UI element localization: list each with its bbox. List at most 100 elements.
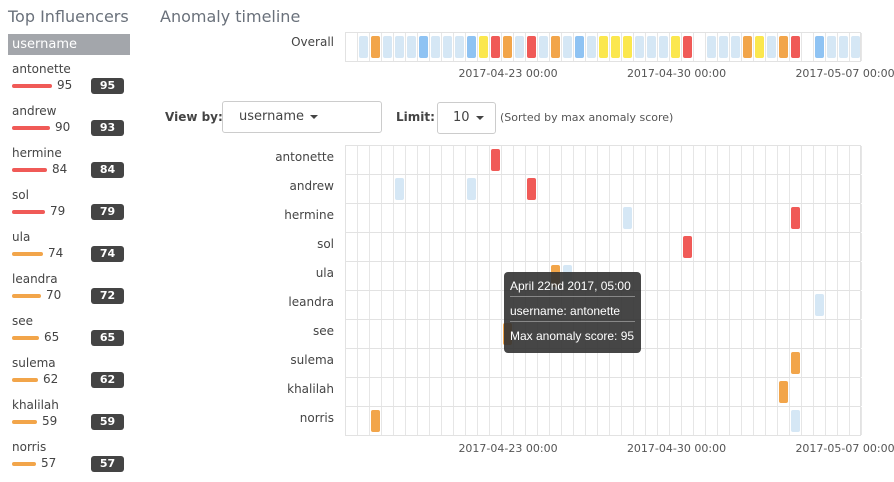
swimlane-cell[interactable]	[526, 33, 538, 61]
swimlane-cell[interactable]	[430, 33, 442, 61]
swimlane-cell[interactable]	[490, 204, 502, 232]
swimlane-cell[interactable]	[502, 146, 514, 174]
swimlane-cell[interactable]	[802, 33, 814, 61]
swimlane-cell[interactable]	[814, 175, 826, 203]
swimlane-cell[interactable]	[742, 233, 754, 261]
swimlane-cell[interactable]	[586, 349, 598, 377]
swimlane-cell[interactable]	[394, 407, 406, 435]
swimlane-cell[interactable]	[346, 291, 358, 319]
swimlane-cell[interactable]	[754, 204, 766, 232]
swimlane-cell[interactable]	[598, 378, 610, 406]
swimlane-cell[interactable]	[694, 262, 706, 290]
swimlane-cell[interactable]	[778, 175, 790, 203]
swimlane-cell[interactable]	[466, 291, 478, 319]
swimlane-cell[interactable]	[814, 204, 826, 232]
swimlane-cell[interactable]	[742, 291, 754, 319]
swimlane-row[interactable]	[345, 174, 862, 204]
swimlane-cell[interactable]	[346, 33, 358, 61]
swimlane-cell[interactable]	[574, 349, 586, 377]
swimlane-cell[interactable]	[358, 291, 370, 319]
swimlane-cell[interactable]	[562, 349, 574, 377]
swimlane-cell[interactable]	[346, 262, 358, 290]
swimlane-cell[interactable]	[574, 33, 586, 61]
swimlane-cell[interactable]	[550, 378, 562, 406]
swimlane-cell[interactable]	[634, 262, 646, 290]
swimlane-cell[interactable]	[478, 262, 490, 290]
swimlane-cell[interactable]	[574, 175, 586, 203]
swimlane-cell[interactable]	[430, 233, 442, 261]
swimlane-cell[interactable]	[646, 291, 658, 319]
swimlane-cell[interactable]	[670, 262, 682, 290]
swimlane-cell[interactable]	[346, 175, 358, 203]
influencer-item[interactable]: andrew 90 93	[12, 104, 127, 146]
swimlane-cell[interactable]	[358, 378, 370, 406]
swimlane-cell[interactable]	[382, 407, 394, 435]
swimlane-cell[interactable]	[514, 378, 526, 406]
swimlane-cell[interactable]	[622, 233, 634, 261]
swimlane-cell[interactable]	[514, 175, 526, 203]
influencer-item[interactable]: norris 57 57	[12, 440, 127, 482]
swimlane-cell[interactable]	[538, 146, 550, 174]
swimlane-cell[interactable]	[718, 146, 730, 174]
swimlane-cell[interactable]	[394, 33, 406, 61]
swimlane-cell[interactable]	[514, 233, 526, 261]
swimlane-cell[interactable]	[538, 233, 550, 261]
swimlane-cell[interactable]	[730, 320, 742, 348]
swimlane-cell[interactable]	[718, 175, 730, 203]
swimlane-cell[interactable]	[502, 175, 514, 203]
swimlane-cell[interactable]	[418, 349, 430, 377]
swimlane-cell[interactable]	[634, 407, 646, 435]
swimlane-cell[interactable]	[358, 146, 370, 174]
anomaly-marker-low[interactable]	[647, 36, 656, 58]
swimlane-cell[interactable]	[778, 378, 790, 406]
swimlane-cell[interactable]	[634, 233, 646, 261]
swimlane-cell[interactable]	[490, 175, 502, 203]
swimlane-cell[interactable]	[826, 233, 838, 261]
swimlane-cell[interactable]	[442, 33, 454, 61]
swimlane-cell[interactable]	[442, 320, 454, 348]
swimlane-cell[interactable]	[466, 407, 478, 435]
swimlane-cell[interactable]	[850, 262, 862, 290]
influencer-item[interactable]: see 65 65	[12, 314, 127, 356]
swimlane-cell[interactable]	[430, 204, 442, 232]
swimlane-cell[interactable]	[694, 233, 706, 261]
anomaly-marker-major[interactable]	[779, 36, 788, 58]
swimlane-cell[interactable]	[382, 175, 394, 203]
swimlane-cell[interactable]	[730, 33, 742, 61]
swimlane-cell[interactable]	[394, 175, 406, 203]
swimlane-cell[interactable]	[682, 175, 694, 203]
swimlane-cell[interactable]	[742, 146, 754, 174]
swimlane-cell[interactable]	[814, 320, 826, 348]
anomaly-marker-low[interactable]	[539, 36, 548, 58]
swimlane-cell[interactable]	[418, 175, 430, 203]
swimlane-cell[interactable]	[682, 262, 694, 290]
swimlane-cell[interactable]	[622, 146, 634, 174]
swimlane-cell[interactable]	[814, 146, 826, 174]
swimlane-cell[interactable]	[718, 291, 730, 319]
swimlane-cell[interactable]	[658, 233, 670, 261]
anomaly-marker-major[interactable]	[791, 352, 800, 374]
swimlane-cell[interactable]	[550, 233, 562, 261]
influencer-name[interactable]: ula	[12, 230, 31, 244]
swimlane-cell[interactable]	[646, 262, 658, 290]
anomaly-marker-low[interactable]	[431, 36, 440, 58]
swimlane-cell[interactable]	[802, 291, 814, 319]
swimlane-cell[interactable]	[850, 378, 862, 406]
swimlane-cell[interactable]	[562, 175, 574, 203]
swimlane-cell[interactable]	[838, 204, 850, 232]
anomaly-marker-low[interactable]	[623, 207, 632, 229]
anomaly-marker-low[interactable]	[767, 36, 776, 58]
swimlane-cell[interactable]	[454, 33, 466, 61]
swimlane-cell[interactable]	[790, 349, 802, 377]
swimlane-cell[interactable]	[370, 407, 382, 435]
influencer-name[interactable]: leandra	[12, 272, 58, 286]
swimlane-cell[interactable]	[790, 175, 802, 203]
swimlane-cell[interactable]	[430, 262, 442, 290]
anomaly-marker-warning[interactable]	[419, 36, 428, 58]
swimlane-cell[interactable]	[718, 349, 730, 377]
swimlane-cell[interactable]	[838, 291, 850, 319]
swimlane-cell[interactable]	[742, 349, 754, 377]
anomaly-marker-major[interactable]	[551, 36, 560, 58]
swimlane-cell[interactable]	[406, 33, 418, 61]
swimlane-cell[interactable]	[658, 349, 670, 377]
